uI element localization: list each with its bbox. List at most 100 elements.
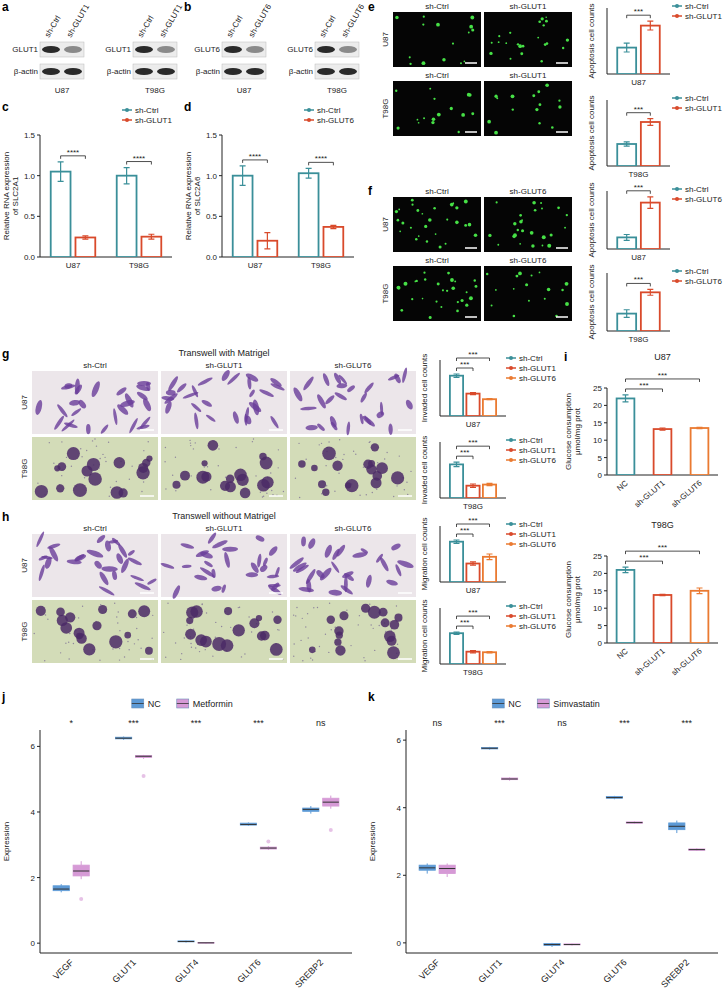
micrograph (32, 371, 158, 434)
cell (288, 556, 305, 570)
error-bar (454, 540, 460, 543)
plot-area (450, 540, 496, 582)
label: sh-GLUT1 (206, 361, 243, 370)
cell-dot (519, 214, 522, 217)
cell-dot (429, 88, 431, 90)
box (198, 942, 214, 944)
label: sh-Ctrl (225, 14, 245, 39)
scale-bar (269, 429, 283, 431)
y-axis (406, 730, 407, 953)
median (303, 809, 319, 810)
axis-title: Glucose consumption (564, 393, 573, 470)
axis-title: Apoptosis cell counts (587, 264, 596, 339)
cell (255, 534, 266, 543)
pore (293, 656, 294, 657)
cell-dot (439, 245, 442, 248)
legend-dot (509, 522, 513, 526)
pore (328, 441, 329, 442)
pore (215, 637, 216, 638)
cell-dot (422, 61, 426, 65)
legend-dot (675, 106, 679, 110)
cell (339, 584, 353, 596)
error-bar (647, 21, 653, 30)
label: T98G (381, 283, 390, 303)
scale-bar (465, 131, 477, 133)
pore (61, 475, 62, 476)
cell (270, 382, 286, 392)
cell-dot (446, 219, 448, 221)
bar (483, 399, 496, 416)
micrograph (484, 81, 572, 136)
axis-title: Relative RNA expression (2, 152, 11, 240)
pore (116, 616, 117, 617)
legend-label: sh-Ctrl (135, 106, 159, 115)
cell (73, 483, 87, 497)
tick-label: 25 (593, 552, 602, 561)
legend-key-median (537, 703, 549, 704)
cell (273, 616, 281, 624)
y-tick (604, 475, 607, 476)
panel-label: j (1, 690, 5, 704)
box (419, 865, 435, 870)
cell-dot (437, 113, 441, 117)
pore (377, 462, 378, 463)
label: Transwell with Matrigel (178, 348, 269, 358)
label: β-actin (14, 67, 38, 76)
pore (81, 456, 82, 457)
label: sh-GLUT1 (158, 2, 185, 39)
label: U87 (55, 86, 70, 95)
cell (222, 547, 238, 552)
cell (86, 424, 91, 434)
cell-dot (545, 20, 548, 23)
error-bar (470, 651, 476, 653)
error-bar (124, 168, 130, 184)
tick-label: VEGF (51, 957, 76, 982)
scale-bar (556, 131, 568, 133)
cell (257, 631, 266, 640)
figure: ash-Ctrlsh-GLUT1GLUT1β-actinU87sh-Ctrlsh… (0, 0, 726, 1000)
legend-label: sh-GLUT1 (519, 530, 556, 539)
pore (199, 651, 200, 652)
pore (140, 648, 141, 649)
blot-strip (222, 64, 266, 79)
cell (182, 564, 192, 568)
cell-dot (566, 38, 569, 41)
pore (307, 637, 308, 638)
pore (252, 441, 253, 442)
error-bar (58, 162, 64, 182)
cell (322, 447, 336, 461)
cell (260, 457, 273, 470)
label: sh-Ctrl (425, 71, 449, 80)
cell (90, 380, 102, 398)
tick-label: sh-GLUT6 (670, 646, 704, 677)
legend-dot (509, 438, 513, 442)
legend-dot (307, 118, 311, 122)
blot-strip (315, 42, 359, 57)
label: sh-Ctrl (83, 524, 107, 533)
error-bar (487, 652, 493, 653)
tick-label: VEGF (417, 957, 442, 982)
sig-label: ns (316, 718, 326, 728)
cell-dot (517, 229, 519, 231)
micrograph (484, 12, 572, 67)
cell-dot (537, 37, 539, 39)
sig-label: *** (460, 448, 469, 457)
pore (241, 656, 242, 657)
sig-label: *** (128, 718, 139, 728)
pore (325, 465, 326, 466)
cell-dot (465, 304, 468, 307)
cell (381, 618, 390, 627)
tick-label: 5 (598, 454, 603, 463)
cell-dot (513, 288, 515, 290)
cell-dot (558, 100, 560, 102)
cell-dot (497, 244, 499, 246)
cell-dot (488, 234, 491, 237)
cell (180, 471, 190, 481)
pore (167, 603, 168, 604)
sig-label: *** (634, 275, 643, 284)
cell-dot (398, 208, 400, 210)
y-tick (219, 175, 222, 176)
pore (119, 648, 120, 649)
legend-key (132, 699, 144, 708)
cell (211, 585, 222, 592)
